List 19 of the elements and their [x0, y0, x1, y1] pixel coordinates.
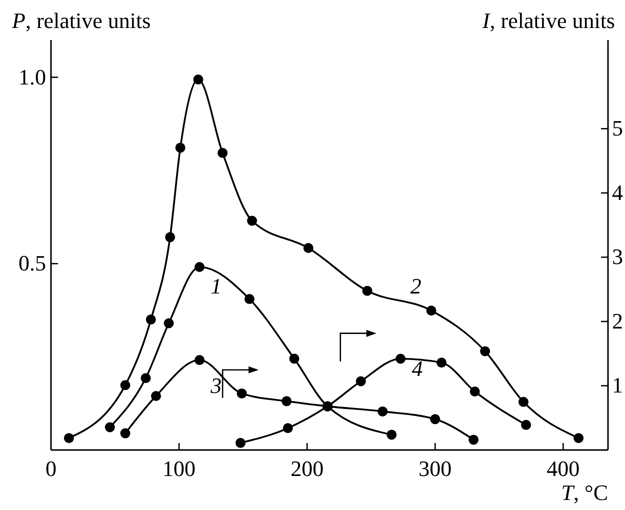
y2-tick-label: 1	[612, 372, 623, 398]
legend-label: 3	[210, 372, 222, 398]
y2-tick-label: 3	[612, 244, 623, 270]
y-tick-label: 1.0	[18, 64, 46, 90]
x-tick-label: 200	[290, 456, 324, 481]
x-tick-label: 100	[162, 456, 196, 481]
x-tick-label: 0	[46, 456, 56, 481]
y-axis-title: P, relative units	[11, 8, 151, 33]
y2-tick-label: 4	[612, 180, 623, 205]
series-label: 1	[210, 273, 222, 298]
series-label: 2	[410, 273, 422, 298]
y2-tick-label: 5	[612, 116, 623, 141]
y2-tick-label: 2	[612, 308, 623, 334]
y-tick-label: 0.5	[18, 250, 46, 276]
x-axis-title: T, °C	[561, 480, 608, 505]
series-label: 4	[412, 356, 423, 381]
x-tick-label: 300	[418, 456, 452, 481]
x-tick-label: 400	[546, 456, 580, 481]
y2-axis-title: I, relative units	[481, 8, 615, 33]
